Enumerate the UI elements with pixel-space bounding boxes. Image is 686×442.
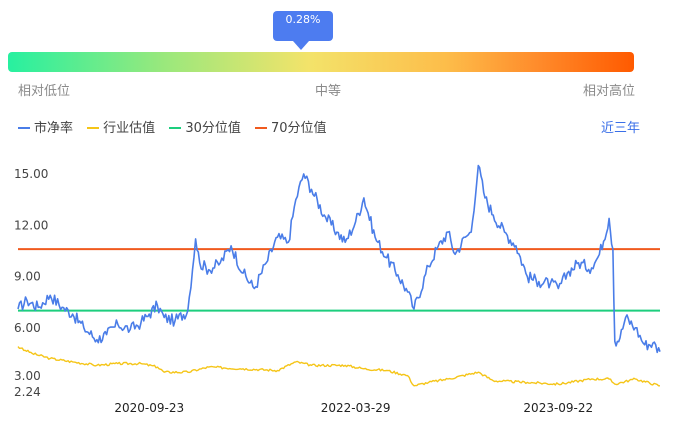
gauge-high-label: 相对高位: [583, 84, 636, 99]
series-line-industry: [17, 346, 660, 387]
x-tick-label: 2023-09-22: [523, 401, 593, 415]
legend-item-p30[interactable]: 30分位值: [169, 117, 241, 136]
legend-line-pb: [18, 126, 30, 129]
legend-line-p30: [169, 126, 182, 129]
legend-item-pb[interactable]: 市净率: [18, 117, 73, 136]
y-tick-label: 15.00: [14, 167, 48, 181]
legend-line-p70: [255, 126, 267, 129]
x-axis-ticks: 2020-09-23 2022-03-29 2023-09-22: [114, 401, 593, 415]
legend-label-pb: 市净率: [34, 121, 74, 136]
tooltip-arrow: [293, 41, 309, 50]
period-selector[interactable]: 近三年: [600, 121, 640, 136]
legend-item-p70[interactable]: 70分位值: [255, 117, 327, 136]
x-tick-label: 2020-09-23: [114, 401, 184, 415]
legend-label-p30: 30分位值: [185, 121, 241, 136]
y-tick-label: 2.24: [14, 385, 41, 399]
y-tick-label: 12.00: [14, 218, 48, 232]
percentile-lines: [18, 248, 660, 312]
percentile-tooltip-value: 0.28%: [285, 13, 321, 26]
gauge-mid-label: 中等: [315, 84, 342, 99]
y-tick-label: 9.00: [14, 270, 41, 284]
x-tick-label: 2022-03-29: [321, 401, 391, 415]
valuation-gradient-bar: [8, 52, 634, 72]
chart-legend: 市净率 行业估值 30分位值 70分位值: [18, 117, 337, 136]
legend-label-industry: 行业估值: [103, 121, 156, 136]
gauge-low-label: 相对低位: [18, 84, 71, 99]
y-tick-label: 6.00: [14, 321, 41, 335]
y-tick-label: 3.00: [14, 369, 41, 383]
legend-label-p70: 70分位值: [271, 121, 327, 136]
legend-item-industry[interactable]: 行业估值: [87, 117, 155, 136]
percentile-tooltip: 0.28%: [273, 11, 333, 41]
legend-line-industry: [87, 126, 100, 129]
y-axis-ticks: 15.00 12.00 9.00 6.00 3.00 2.24: [14, 167, 48, 399]
series-line-pb: [17, 164, 661, 354]
series-lines: [17, 164, 661, 387]
